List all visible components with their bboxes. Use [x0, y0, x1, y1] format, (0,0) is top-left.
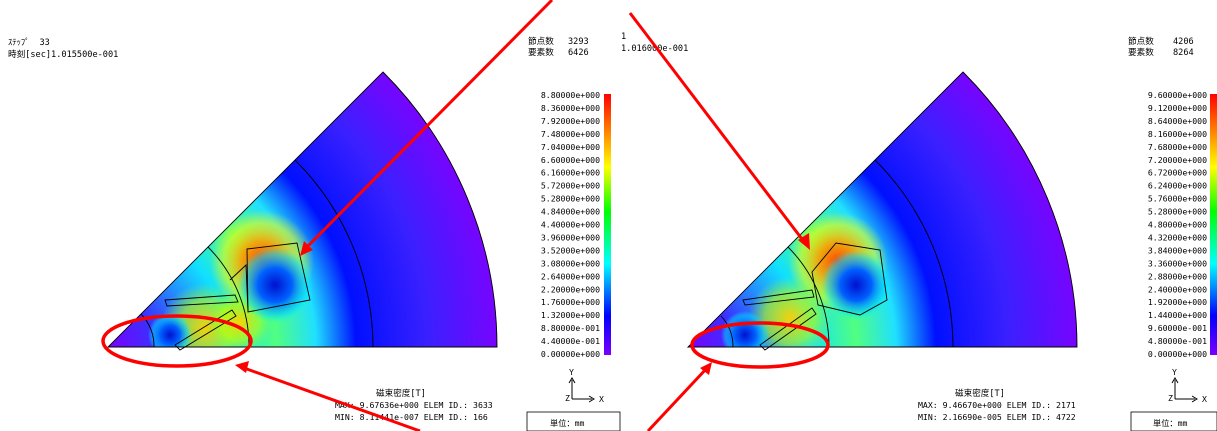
time-label: 時刻[sec]1.015500e-001 — [8, 48, 118, 60]
max-readout: MAX: 9.67636e+000 ELEM ID.: 3633 — [335, 400, 493, 410]
colorbar-tick-label: 7.20000e+000 — [1148, 155, 1207, 165]
unit-box — [526, 411, 621, 431]
element-count-label: 要素数 — [528, 46, 554, 58]
colorbar-tick-label: 3.84000e+000 — [1148, 245, 1207, 255]
arrowhead-icon — [235, 361, 249, 373]
colorbar-tick-label: 1.76000e+000 — [541, 297, 600, 307]
colorbar-tick-label: 8.36000e+000 — [541, 103, 600, 113]
result-title: 磁束密度[T] — [376, 387, 426, 399]
colorbar-tick-label: 5.28000e+000 — [541, 194, 600, 204]
colorbar-tick-label: 0.00000e+000 — [541, 349, 600, 359]
colorbar-tick-label: 6.24000e+000 — [1148, 181, 1207, 191]
highlight-ellipse-right — [690, 321, 830, 369]
colorbar-tick-label: 3.08000e+000 — [541, 258, 600, 268]
colorbar-tick-label: 8.80000e+000 — [541, 90, 600, 100]
right-panel: 1 1.016000e-001 節点数 4206 要素数 8264 9.6000… — [621, 32, 1217, 431]
element-count-value: 6426 — [568, 48, 589, 58]
colorbar-left — [604, 94, 611, 355]
colorbar-tick-label: 4.80000e+000 — [1148, 220, 1207, 230]
mesh-outline-right — [686, 71, 1078, 351]
colorbar-tick-label: 7.92000e+000 — [541, 116, 600, 126]
element-count-value: 8264 — [1173, 48, 1194, 58]
colorbar-tick-label: 5.76000e+000 — [1148, 194, 1207, 204]
colorbar-tick-label: 5.72000e+000 — [541, 181, 600, 191]
step-label: ｽﾃｯﾌﾟ 33 — [8, 37, 50, 48]
axis-triad-left — [568, 377, 595, 403]
node-count-value: 3293 — [568, 37, 589, 47]
arrowhead-icon — [798, 233, 810, 250]
unit-label: 単位：mm — [550, 418, 584, 428]
colorbar-tick-label: 6.60000e+000 — [541, 155, 600, 165]
colorbar-tick-label: 2.40000e+000 — [1148, 284, 1207, 294]
axis-triad-right — [1171, 377, 1198, 403]
colorbar-tick-label: 4.40000e+000 — [541, 220, 600, 230]
colorbar-ticks-right: 9.60000e+000 9.12000e+000 8.64000e+000 8.16… — [1148, 90, 1207, 359]
arrowhead-icon — [700, 362, 712, 375]
colorbar-tick-label: 2.88000e+000 — [1148, 271, 1207, 281]
axis-y-label: Y — [569, 367, 574, 377]
node-count-label: 節点数 — [1128, 35, 1154, 47]
colorbar-tick-label: 6.16000e+000 — [541, 168, 600, 178]
colorbar-tick-label: 9.60000e-001 — [1148, 323, 1207, 333]
colorbar-right — [1210, 94, 1217, 355]
colorbar-tick-label: 4.32000e+000 — [1148, 232, 1207, 242]
colorbar-tick-label: 7.48000e+000 — [541, 129, 600, 139]
colorbar-tick-label: 4.40000e-001 — [541, 336, 600, 346]
colorbar-tick-label: 2.20000e+000 — [541, 284, 600, 294]
colorbar-tick-label: 2.64000e+000 — [541, 271, 600, 281]
colorbar-ticks-left: 8.80000e+000 8.36000e+000 7.92000e+000 7.48… — [541, 90, 600, 359]
step-fragment: 1 — [621, 32, 626, 42]
axis-y-label: Y — [1172, 367, 1177, 377]
node-count-value: 4206 — [1173, 37, 1194, 47]
contour-plot-left — [108, 72, 497, 347]
colorbar-tick-label: 3.52000e+000 — [541, 245, 600, 255]
element-count-label: 要素数 — [1128, 46, 1154, 58]
axis-x-label: X — [1202, 394, 1207, 404]
annotations — [101, 0, 830, 431]
axis-z-label: Z — [1168, 393, 1173, 403]
time-label: 1.016000e-001 — [621, 44, 688, 54]
colorbar-tick-label: 5.28000e+000 — [1148, 207, 1207, 217]
annotation-arrows — [243, 0, 807, 431]
colorbar-tick-label: 8.80000e-001 — [541, 323, 600, 333]
min-readout: MIN: 2.16690e-005 ELEM ID.: 4722 — [918, 412, 1076, 422]
colorbar-tick-label: 4.84000e+000 — [541, 207, 600, 217]
colorbar-tick-label: 8.16000e+000 — [1148, 129, 1207, 139]
arrowhead-icon — [300, 241, 313, 256]
colorbar-tick-label: 9.12000e+000 — [1148, 103, 1207, 113]
colorbar-tick-label: 7.04000e+000 — [541, 142, 600, 152]
axis-z-label: Z — [565, 393, 570, 403]
colorbar-tick-label: 8.64000e+000 — [1148, 116, 1207, 126]
colorbar-tick-label: 1.92000e+000 — [1148, 297, 1207, 307]
highlight-ellipse-left — [101, 314, 253, 368]
colorbar-tick-label: 0.00000e+000 — [1148, 349, 1207, 359]
colorbar-tick-label: 1.32000e+000 — [541, 310, 600, 320]
colorbar-tick-label: 4.80000e-001 — [1148, 336, 1207, 346]
contour-plot-right — [688, 72, 1077, 347]
colorbar-tick-label: 3.36000e+000 — [1148, 258, 1207, 268]
max-readout: MAX: 9.46670e+000 ELEM ID.: 2171 — [918, 400, 1076, 410]
unit-box — [1130, 411, 1217, 431]
min-readout: MIN: 8.11441e-007 ELEM ID.: 166 — [335, 412, 488, 422]
unit-label: 単位：mm — [1153, 418, 1187, 428]
axis-x-label: X — [599, 394, 604, 404]
colorbar-tick-label: 3.96000e+000 — [541, 232, 600, 242]
result-title: 磁束密度[T] — [955, 387, 1005, 399]
colorbar-tick-label: 6.72000e+000 — [1148, 168, 1207, 178]
node-count-label: 節点数 — [528, 35, 554, 47]
left-panel: ｽﾃｯﾌﾟ 33 時刻[sec]1.015500e-001 節点数 3293 要素… — [8, 35, 621, 431]
colorbar-tick-label: 7.68000e+000 — [1148, 142, 1207, 152]
colorbar-tick-label: 1.44000e+000 — [1148, 310, 1207, 320]
colorbar-tick-label: 9.60000e+000 — [1148, 90, 1207, 100]
